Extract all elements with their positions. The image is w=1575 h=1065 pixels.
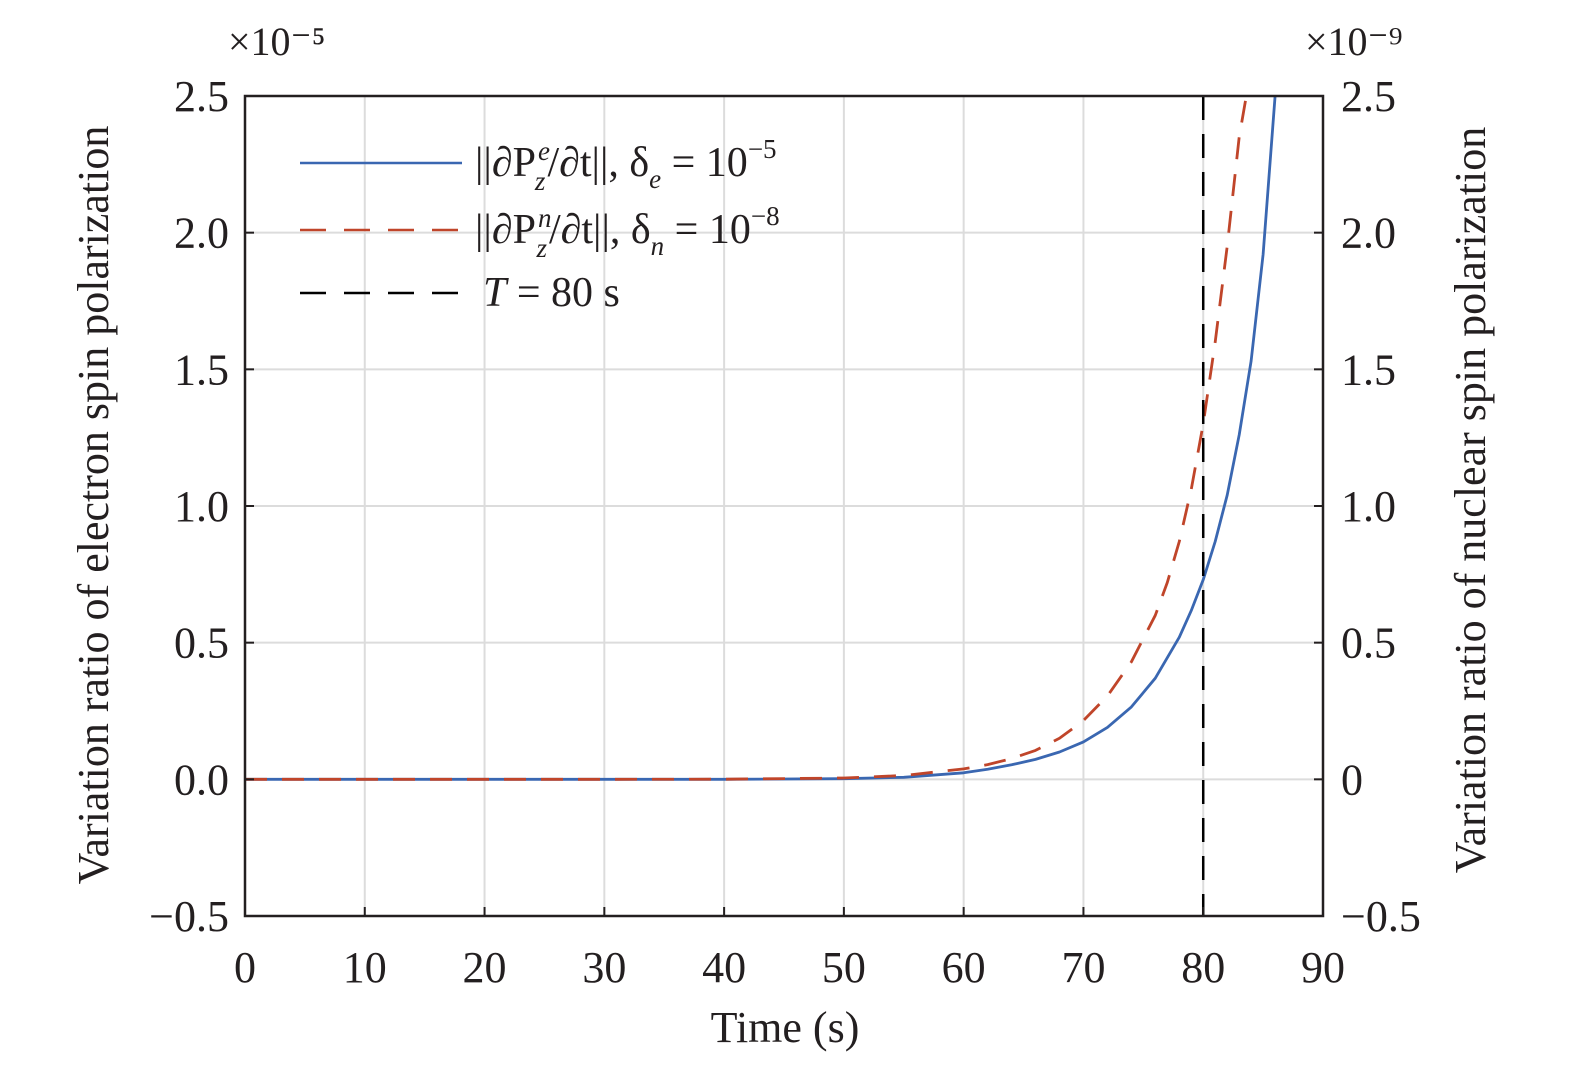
ticks: 0 10 20 30 40 50 60 70 80 90−0.50.00.51.01.52.02.…	[149, 72, 1421, 992]
x-axis-label: Time (s)	[711, 1003, 860, 1052]
y-tick-label-left: 0.0	[174, 755, 229, 804]
y-tick-label-right: 0.5	[1341, 619, 1396, 668]
left-exponent: ×10⁻⁵	[228, 19, 326, 64]
grid	[245, 96, 1323, 916]
x-tick-label: 70	[1061, 943, 1105, 992]
y-tick-label-left: −0.5	[149, 892, 229, 941]
x-tick-label: 30	[582, 943, 626, 992]
series-line-electron	[245, 95, 1277, 781]
y-tick-label-left: 1.0	[174, 482, 229, 531]
legend-label-electron: ||∂Pe z/∂t||, δe = 10−5	[475, 134, 777, 196]
x-tick-label: 10	[343, 943, 387, 992]
x-tick-label: 0	[234, 943, 256, 992]
series-layer	[245, 95, 1277, 916]
y-tick-label-right: 0	[1341, 755, 1363, 804]
y-tick-label-left: 1.5	[174, 345, 229, 394]
x-tick-label: 60	[942, 943, 986, 992]
y-tick-label-right: 2.0	[1341, 209, 1396, 258]
y-axis-label-right: Variation ratio of nuclear spin polariza…	[1446, 127, 1495, 874]
x-tick-label: 20	[463, 943, 507, 992]
legend: ||∂Pe z/∂t||, δe = 10−5 ||∂Pn z/∂t||, δn =…	[300, 134, 780, 316]
x-tick-label: 80	[1181, 943, 1225, 992]
x-tick-label: 40	[702, 943, 746, 992]
legend-label-nuclear: ||∂Pn z/∂t||, δn = 10−8	[475, 201, 780, 263]
legend-label-period: T = 80 s	[483, 270, 620, 316]
y-tick-label-left: 2.5	[174, 72, 229, 121]
y-tick-label-right: 2.5	[1341, 72, 1396, 121]
series-line-nuclear	[245, 95, 1248, 781]
x-tick-label: 50	[822, 943, 866, 992]
y-tick-label-right: 1.0	[1341, 482, 1396, 531]
y-tick-label-left: 0.5	[174, 619, 229, 668]
x-tick-label: 90	[1301, 943, 1345, 992]
right-exponent: ×10⁻⁹	[1305, 19, 1403, 64]
y-tick-label-right: 1.5	[1341, 345, 1396, 394]
y-axis-label-left: Variation ratio of electron spin polariz…	[69, 126, 118, 885]
y-tick-label-right: −0.5	[1341, 892, 1421, 941]
y-tick-label-left: 2.0	[174, 209, 229, 258]
